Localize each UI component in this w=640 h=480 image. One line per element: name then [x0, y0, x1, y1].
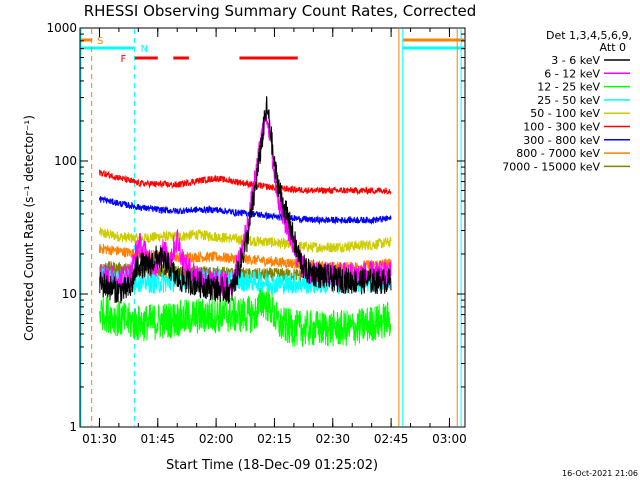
x-axis-label: Start Time (18-Dec-09 01:25:02): [166, 458, 378, 473]
flag-s-label: S: [97, 36, 103, 47]
legend-title-line1: Det 1,3,4,5,6,9,: [546, 29, 632, 42]
footer-timestamp: 16-Oct-2021 21:06: [562, 469, 638, 478]
x-tick-label: 03:00: [432, 432, 467, 446]
y-axis-label: Corrected Count Rate (s⁻¹ detector⁻¹): [22, 115, 36, 341]
y-tick-label: 1: [69, 420, 77, 434]
series-lines: [98, 96, 392, 348]
x-tick-label: 01:45: [140, 432, 175, 446]
series-line-12-25keV: [98, 287, 392, 348]
x-tick-label: 02:00: [199, 432, 234, 446]
flag-f-label: F: [120, 54, 126, 65]
legend-entry-label: 6 - 12 keV: [544, 67, 600, 80]
legend-entry-label: 25 - 50 keV: [537, 94, 600, 107]
plot-frame: [79, 27, 466, 428]
legend-entry-label: 50 - 100 keV: [530, 107, 600, 120]
vertical-markers: [80, 29, 462, 426]
x-tick-label: 02:30: [315, 432, 350, 446]
x-tick-label: 02:15: [257, 432, 292, 446]
y-tick-label: 1000: [46, 21, 77, 35]
y-tick-label: 10: [62, 287, 77, 301]
legend-entry-label: 800 - 7000 keV: [516, 147, 600, 160]
x-tick-label: 02:45: [374, 432, 409, 446]
x-tick-label: 01:30: [82, 432, 117, 446]
attenuator-flags: S N F: [81, 36, 464, 65]
legend-entry-label: 300 - 800 keV: [523, 134, 600, 147]
series-line-300-800keV: [98, 195, 392, 225]
legend-entry-label: 3 - 6 keV: [551, 54, 600, 67]
axes: 1 10 100 1000 01:30 01:45 02:00 02:15 02:30 02:45…: [46, 21, 466, 446]
chart-title: RHESSI Observing Summary Count Rates, Co…: [84, 2, 477, 20]
series-line-100-300keV: [98, 169, 392, 196]
series-line-3-6keV: [98, 96, 392, 304]
legend-entry-label: 7000 - 15000 keV: [502, 160, 600, 173]
legend-title-line2: Att 0: [600, 41, 626, 54]
flag-n-label: N: [140, 44, 147, 55]
legend-entry-label: 100 - 300 keV: [523, 121, 600, 134]
legend-entry-label: 12 - 25 keV: [537, 81, 600, 94]
y-tick-label: 100: [54, 154, 77, 168]
